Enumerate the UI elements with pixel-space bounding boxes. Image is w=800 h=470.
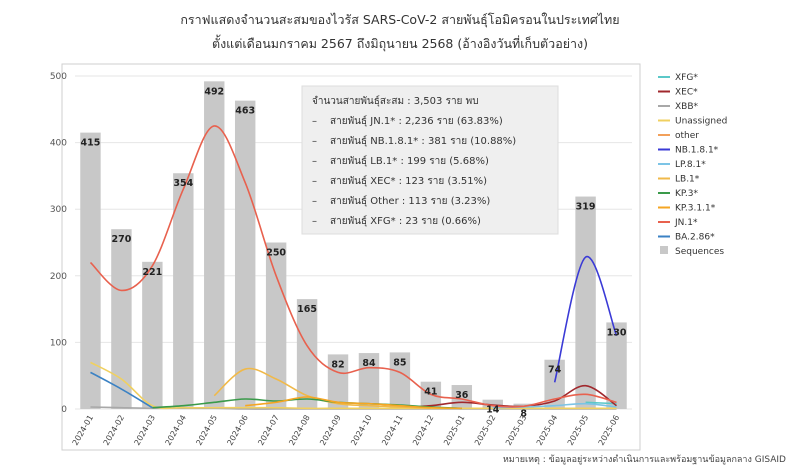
annotation-bullet: – bbox=[312, 216, 317, 227]
series-line-nb-1-8-1- bbox=[553, 256, 618, 383]
annotation-line: สายพันธุ์ Other : 113 ราย (3.23%) bbox=[330, 195, 490, 207]
legend-item: Unassigned bbox=[675, 117, 727, 127]
bar-value-label: 8 bbox=[520, 409, 527, 420]
bar-2024-03 bbox=[142, 261, 163, 409]
bar-2025-06 bbox=[606, 322, 627, 409]
legend-swatch bbox=[660, 246, 668, 254]
y-tick-label: 0 bbox=[61, 405, 67, 415]
bar-2024-07 bbox=[265, 242, 287, 409]
annotation-bullet: – bbox=[312, 156, 317, 167]
series-line-jn-1- bbox=[89, 125, 617, 408]
annotation-line: สายพันธุ์ NB.1.8.1* : 381 ราย (10.88%) bbox=[330, 135, 516, 147]
annotation-bullet: – bbox=[312, 196, 317, 207]
bar-value-label: 165 bbox=[297, 304, 317, 315]
legend-item: LB.1* bbox=[675, 175, 700, 185]
bar-value-label: 130 bbox=[607, 327, 627, 338]
bar-2024-06 bbox=[234, 100, 256, 409]
annotation-box bbox=[301, 85, 559, 235]
footnote: หมายเหตุ : ข้อมูลอยู่ระหว่างดำเนินการและ… bbox=[502, 455, 786, 465]
bar-2024-02 bbox=[111, 229, 132, 409]
bar-value-label: 270 bbox=[111, 234, 131, 245]
bar-value-label: 41 bbox=[424, 387, 437, 398]
series-line-unassigned bbox=[90, 361, 617, 410]
bar-value-label: 250 bbox=[266, 248, 286, 259]
legend-item: XFG* bbox=[675, 73, 698, 83]
y-tick-label: 100 bbox=[50, 338, 67, 348]
bar-value-label: 221 bbox=[142, 267, 162, 278]
bar-2024-11 bbox=[389, 352, 411, 409]
annotation-bullet: – bbox=[312, 136, 317, 147]
bar-value-label: 463 bbox=[235, 106, 255, 117]
bar-value-label: 74 bbox=[548, 365, 562, 376]
legend-item: JN.1* bbox=[674, 218, 698, 228]
bar-value-label: 319 bbox=[576, 202, 596, 213]
y-tick-label: 500 bbox=[50, 72, 67, 82]
bar-2024-04 bbox=[173, 173, 194, 409]
legend-item: other bbox=[675, 131, 699, 141]
annotation-bullet: – bbox=[312, 116, 317, 127]
annotation-line: สายพันธุ์ LB.1* : 199 ราย (5.68%) bbox=[330, 155, 489, 167]
legend-item: KP.3.1.1* bbox=[675, 204, 716, 214]
bar-2024-09 bbox=[327, 354, 349, 409]
bar-2024-05 bbox=[204, 81, 225, 409]
bar-2024-12 bbox=[420, 381, 442, 409]
chart-title: กราฟแสดงจำนวนสะสมของไวรัส SARS-CoV-2 สาย… bbox=[180, 12, 620, 27]
legend-item: BA.2.86* bbox=[675, 233, 715, 243]
legend-item: XEC* bbox=[675, 88, 698, 98]
bar-value-label: 14 bbox=[486, 405, 500, 416]
y-tick-label: 400 bbox=[50, 139, 67, 149]
chart-subtitle: ตั้งแต่เดือนมกราคม 2567 ถึงมิถุนายน 2568… bbox=[211, 36, 589, 51]
series-line-kp-3-1-1- bbox=[245, 396, 462, 410]
bar-value-label: 415 bbox=[81, 138, 101, 149]
bar-value-label: 82 bbox=[331, 359, 344, 370]
bar-2024-01 bbox=[80, 132, 101, 410]
annotation-header: จำนวนสายพันธุ์สะสม : 3,503 ราย พบ bbox=[312, 95, 479, 107]
y-tick-label: 200 bbox=[50, 272, 67, 282]
legend-item: KP.3* bbox=[675, 189, 699, 199]
annotation-line: สายพันธุ์ XEC* : 123 ราย (3.51%) bbox=[330, 175, 487, 187]
bar-2025-05 bbox=[575, 196, 596, 409]
legend-item: LP.8.1* bbox=[675, 160, 706, 170]
legend-item: XBB* bbox=[675, 102, 699, 112]
legend-item: Sequences bbox=[675, 247, 724, 257]
bar-value-label: 354 bbox=[173, 178, 193, 189]
annotation-bullet: – bbox=[312, 176, 317, 187]
annotation-line: สายพันธุ์ XFG* : 23 ราย (0.66%) bbox=[330, 215, 481, 227]
bar-2024-08 bbox=[296, 299, 318, 409]
legend-item: NB.1.8.1* bbox=[675, 146, 719, 156]
bar-2025-04 bbox=[544, 359, 565, 409]
bar-value-label: 85 bbox=[393, 357, 406, 368]
annotation-line: สายพันธุ์ JN.1* : 2,236 ราย (63.83%) bbox=[330, 115, 503, 127]
bar-value-label: 84 bbox=[362, 358, 376, 369]
bar-value-label: 492 bbox=[204, 86, 224, 97]
y-tick-label: 300 bbox=[50, 205, 67, 215]
series-line-ba-2-86- bbox=[90, 371, 153, 409]
bar-value-label: 36 bbox=[455, 390, 469, 401]
